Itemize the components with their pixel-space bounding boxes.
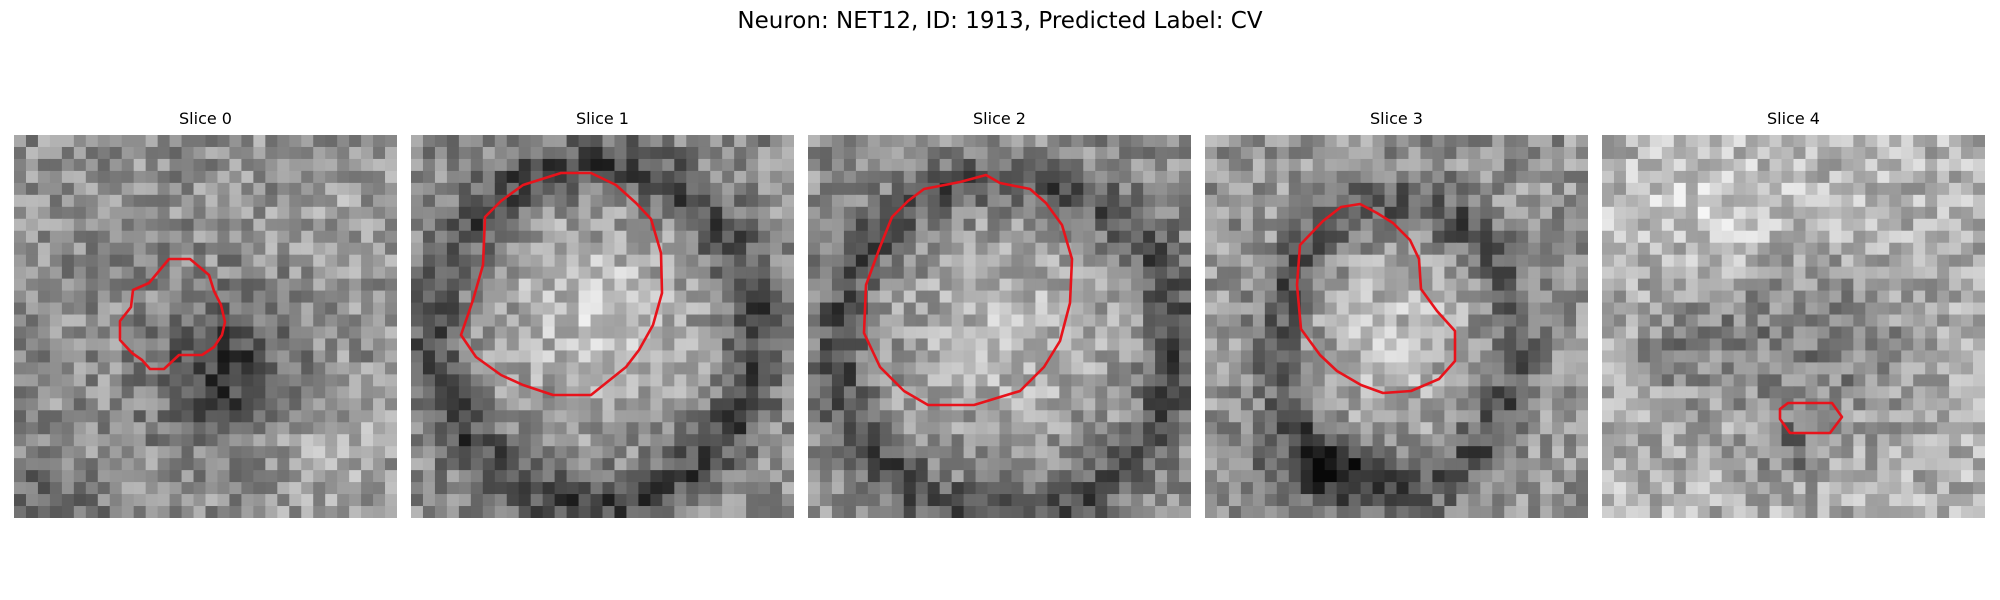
cell-contour: [1295, 202, 1457, 395]
slice-image: [411, 135, 794, 518]
slice-title: Slice 0: [179, 109, 232, 128]
cell-contour: [118, 257, 227, 371]
figure-title: Neuron: NET12, ID: 1913, Predicted Label…: [737, 8, 1263, 34]
slice-title: Slice 2: [973, 109, 1026, 128]
slice-image: [1602, 135, 1985, 518]
slice-title: Slice 3: [1370, 109, 1423, 128]
cell-contour: [459, 171, 664, 397]
slice-title: Slice 4: [1767, 109, 1820, 128]
slice-image: [1205, 135, 1588, 518]
cell-contour: [1778, 401, 1844, 435]
slice-title: Slice 1: [576, 109, 629, 128]
slice-image: [14, 135, 397, 518]
cell-contour: [862, 173, 1074, 407]
slice-image: [808, 135, 1191, 518]
